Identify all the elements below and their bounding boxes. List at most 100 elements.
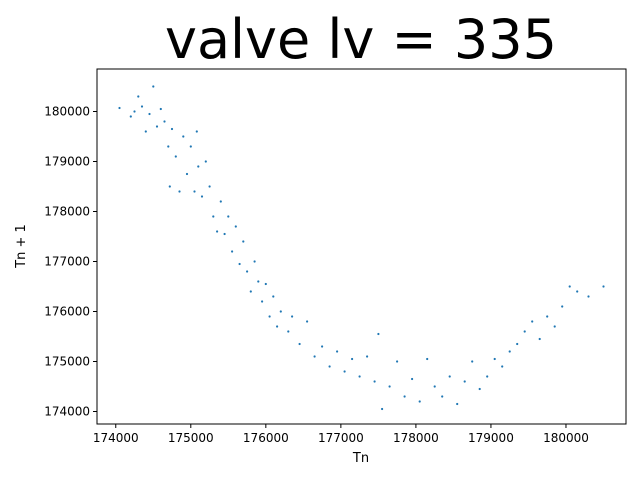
y-axis: 174000 175000 176000 177000 178000 179000 1800…: [44, 105, 97, 419]
x-tick-label: 178000: [393, 431, 439, 445]
y-tick-label: 176000: [44, 305, 90, 319]
scatter-point: [328, 365, 331, 368]
scatter-point: [531, 320, 534, 323]
scatter-point: [178, 190, 181, 193]
y-tick-label: 175000: [44, 355, 90, 369]
scatter-point: [501, 365, 504, 368]
scatter-point: [223, 232, 226, 236]
scatter-point: [568, 285, 571, 288]
scatter-point: [261, 300, 264, 303]
scatter-point: [403, 395, 406, 398]
scatter-point: [152, 85, 155, 88]
scatter-point: [463, 380, 466, 383]
scatter-point: [358, 375, 361, 378]
scatter-point: [159, 107, 162, 111]
x-tick-label: 174000: [93, 431, 139, 445]
scatter-point: [163, 120, 166, 123]
scatter-point: [264, 282, 267, 286]
scatter-point: [388, 385, 391, 388]
scatter-point: [306, 320, 309, 323]
scatter-point: [185, 172, 189, 176]
scatter-point: [133, 110, 136, 113]
x-tick-label: 175000: [168, 431, 214, 445]
scatter-point: [167, 145, 170, 148]
scatter-point: [366, 355, 369, 358]
scatter-point: [242, 240, 245, 243]
scatter-point: [516, 342, 519, 346]
scatter-point: [426, 357, 429, 361]
scatter-point: [343, 370, 346, 373]
scatter-point: [208, 185, 211, 188]
scatter-point: [249, 290, 252, 293]
scatter-point: [219, 200, 222, 203]
scatter-point: [411, 377, 414, 381]
scatter-point: [546, 315, 549, 318]
scatter-point: [253, 260, 256, 263]
x-tick-label: 176000: [243, 431, 289, 445]
scatter-point: [471, 360, 474, 363]
scatter-point: [140, 105, 144, 108]
scatter-point: [193, 190, 196, 193]
scatter-point: [508, 350, 511, 353]
scatter-point: [197, 165, 200, 168]
points-layer: [118, 85, 605, 411]
scatter-point: [257, 280, 260, 283]
x-axis: 174000 175000 176000 177000 178000 179000 1800…: [93, 424, 589, 445]
plot-frame: [96, 68, 627, 425]
scatter-point: [168, 185, 171, 188]
scatter-point: [200, 195, 204, 198]
scatter-point: [313, 355, 316, 358]
scatter-point: [381, 407, 384, 411]
scatter-point: [336, 350, 339, 353]
chart-title: valve lv = 335: [165, 8, 557, 71]
scatter-point: [144, 130, 147, 133]
y-axis-label: Tn + 1: [14, 224, 29, 269]
scatter-point: [287, 330, 290, 333]
scatter-point: [246, 270, 249, 273]
scatter-point: [216, 230, 219, 233]
x-tick-label: 177000: [318, 431, 364, 445]
scatter-point: [478, 387, 481, 391]
scatter-point: [396, 360, 399, 363]
scatter-point: [268, 315, 271, 318]
scatter-point: [538, 337, 541, 341]
y-tick-label: 174000: [44, 405, 90, 419]
scatter-point: [212, 215, 215, 218]
scatter-point: [182, 135, 185, 138]
scatter-point: [351, 357, 354, 361]
scatter-point: [377, 332, 380, 336]
scatter-point: [418, 400, 421, 403]
scatter-point: [234, 225, 237, 228]
scatter-point: [523, 330, 526, 333]
scatter-point: [493, 357, 496, 361]
scatter-point: [561, 305, 564, 308]
y-tick-label: 180000: [44, 105, 90, 119]
scatter-point: [231, 250, 234, 253]
scatter-point: [587, 295, 590, 298]
x-tick-label: 180000: [543, 431, 589, 445]
scatter-point: [373, 380, 376, 383]
scatter-point: [118, 106, 121, 110]
scatter-point: [486, 375, 489, 378]
scatter-point: [170, 127, 174, 131]
y-tick-label: 178000: [44, 205, 90, 219]
scatter-point: [279, 310, 282, 313]
scatter-point: [227, 215, 230, 218]
scatter-point: [137, 95, 140, 98]
scatter-point: [174, 155, 177, 158]
scatter-point: [553, 325, 556, 328]
y-tick-label: 179000: [44, 155, 90, 169]
scatter-point: [602, 285, 605, 288]
scatter-point: [204, 160, 207, 163]
scatter-point: [195, 130, 198, 133]
x-axis-label: Tn: [352, 451, 369, 466]
scatter-point: [298, 342, 301, 346]
scatter-point: [189, 145, 192, 148]
scatter-point: [129, 115, 132, 118]
scatter-point: [276, 325, 279, 328]
x-tick-label: 179000: [468, 431, 514, 445]
scatter-point: [433, 385, 436, 388]
scatter-point: [155, 125, 159, 128]
